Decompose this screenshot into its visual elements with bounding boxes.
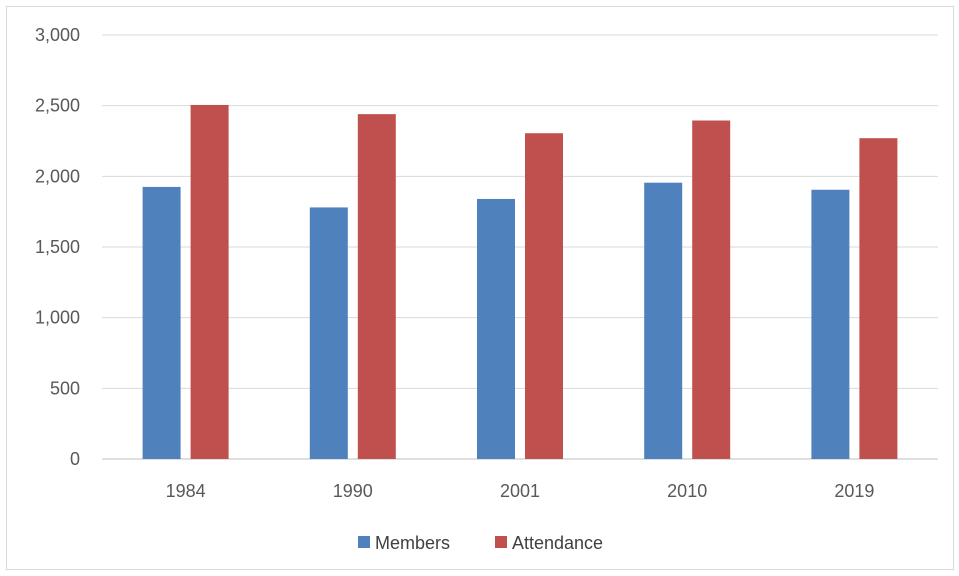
y-tick-label: 3,000 xyxy=(35,25,80,45)
legend-swatch-attendance xyxy=(495,536,507,548)
legend: Members Attendance xyxy=(358,533,603,553)
y-tick-label: 1,000 xyxy=(35,308,80,328)
legend-label-members: Members xyxy=(375,533,450,553)
y-axis-tick-labels: 0 500 1,000 1,500 2,000 2,500 3,000 xyxy=(35,25,80,469)
bar-members-1984 xyxy=(142,186,181,459)
x-tick-label: 2001 xyxy=(500,481,540,501)
bar-members-1990 xyxy=(309,207,348,459)
bar-members-2010 xyxy=(644,182,683,459)
x-tick-label: 1990 xyxy=(333,481,373,501)
x-tick-label: 1984 xyxy=(166,481,206,501)
x-tick-label: 2010 xyxy=(667,481,707,501)
legend-swatch-members xyxy=(358,536,370,548)
bar-attendance-2019 xyxy=(859,138,898,459)
bar-members-2001 xyxy=(477,198,515,460)
bar-members-2019 xyxy=(811,189,850,459)
gridlines xyxy=(102,34,938,460)
y-tick-label: 500 xyxy=(50,378,80,398)
bar-attendance-1984 xyxy=(190,104,229,460)
y-tick-label: 0 xyxy=(70,449,80,469)
bars xyxy=(142,104,898,460)
bar-attendance-2001 xyxy=(525,133,563,459)
y-tick-label: 2,000 xyxy=(35,166,80,186)
y-tick-label: 1,500 xyxy=(35,237,80,257)
bar-attendance-1990 xyxy=(357,114,396,459)
x-axis-tick-labels: 1984 1990 2001 2010 2019 xyxy=(166,481,875,501)
legend-label-attendance: Attendance xyxy=(512,533,603,553)
bar-attendance-2010 xyxy=(692,120,731,460)
y-tick-label: 2,500 xyxy=(35,96,80,116)
x-tick-label: 2019 xyxy=(834,481,874,501)
